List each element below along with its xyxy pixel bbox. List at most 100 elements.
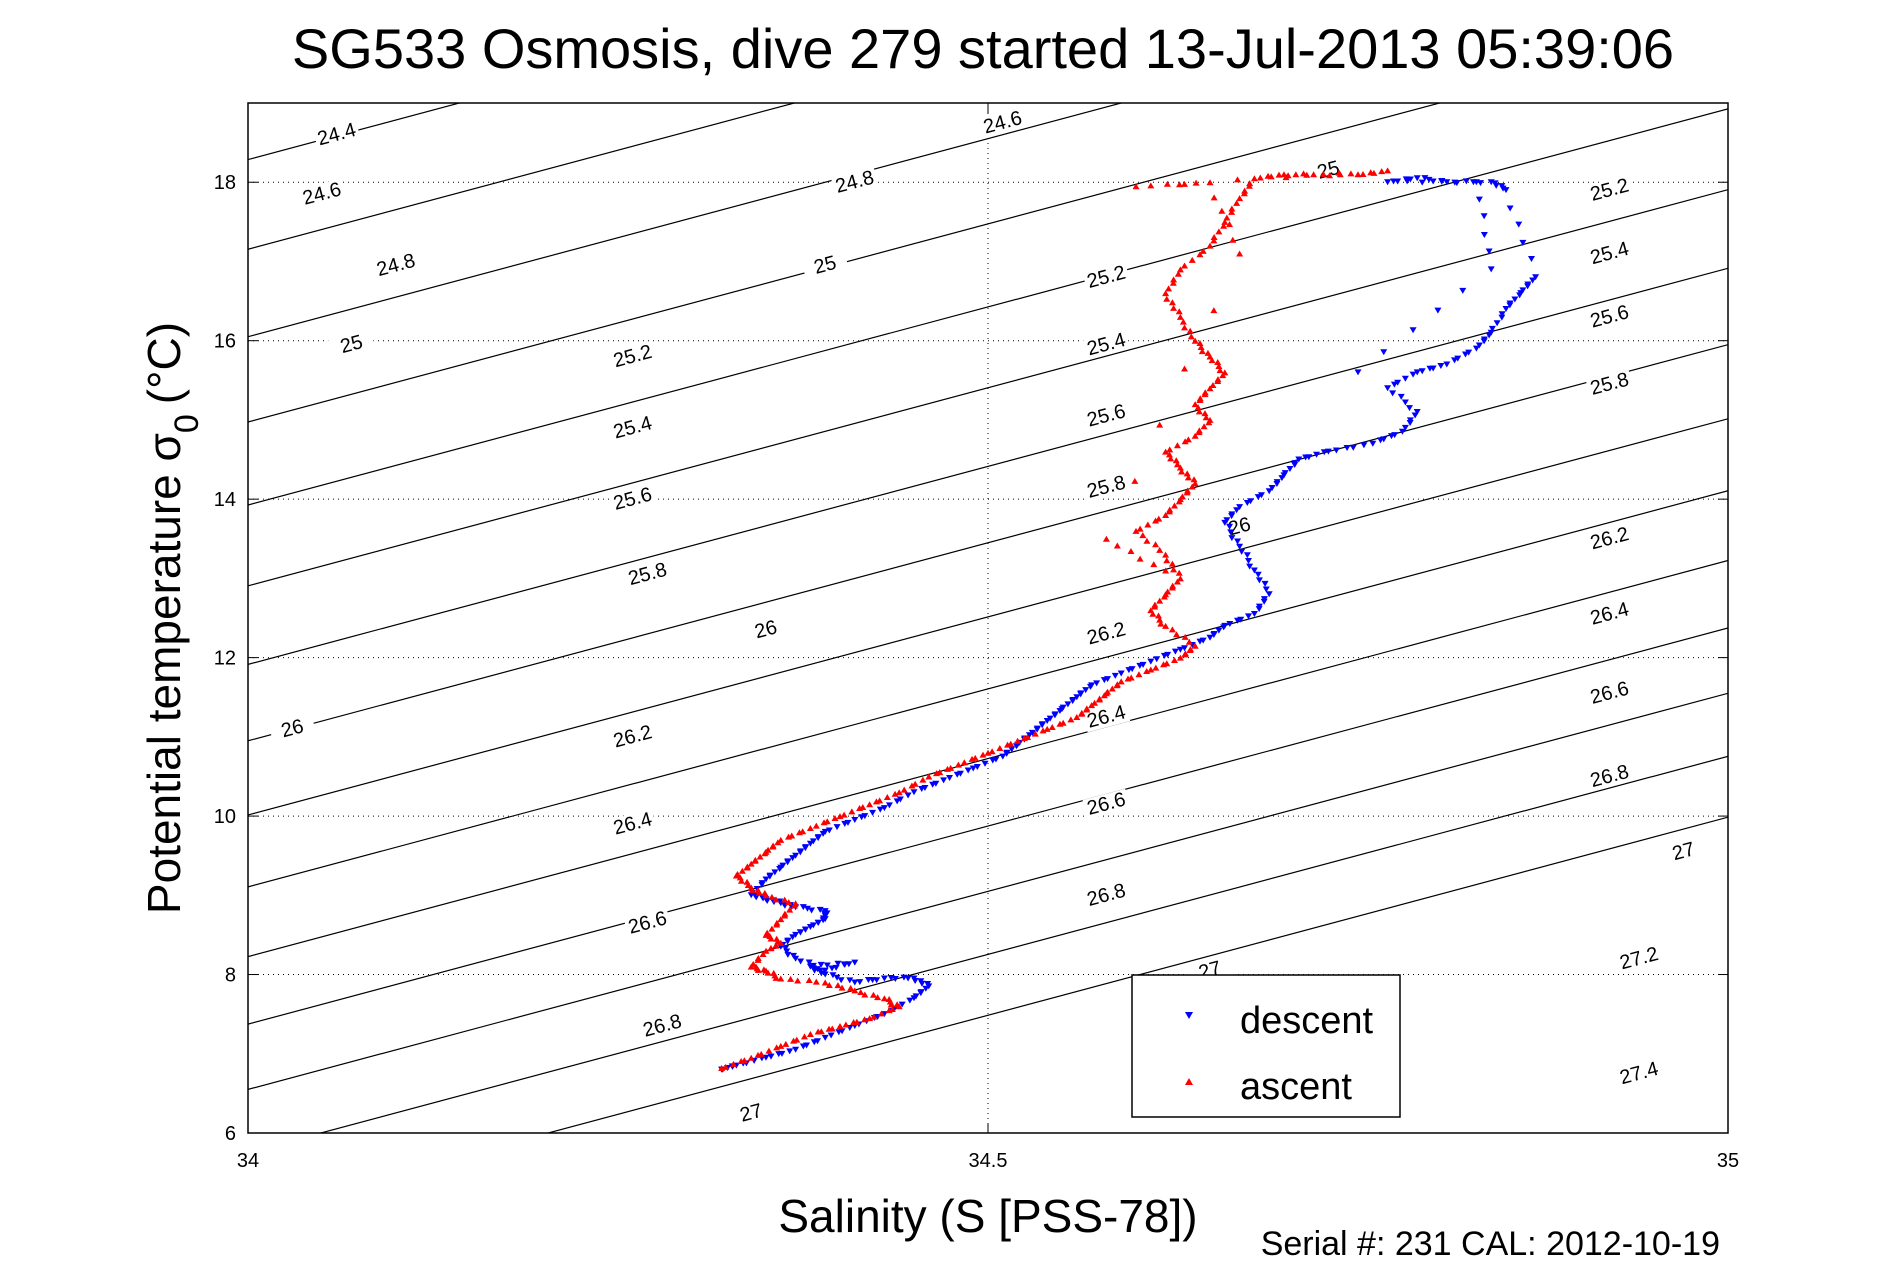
ascent-point-interp [722, 1063, 730, 1070]
ascent-point [851, 987, 859, 994]
ascent-point [954, 761, 962, 768]
ascent-point-interp [1226, 221, 1234, 228]
descent-point-interp [789, 855, 797, 862]
descent-point-interp [1008, 746, 1016, 753]
contour-label-bg [1585, 523, 1634, 555]
ascent-point [866, 801, 874, 808]
descent-point-interp [885, 802, 893, 809]
descent-point-interp [896, 796, 904, 803]
descent-point [1384, 179, 1392, 186]
descent-point-interp [1064, 701, 1072, 708]
ascent-point [747, 1054, 755, 1061]
ascent-point-interp [793, 1036, 801, 1043]
descent-point-interp [1086, 683, 1094, 690]
descent-point-interp [1498, 314, 1506, 321]
y-tick-label: 12 [214, 648, 236, 670]
ascent-point-interp [772, 896, 780, 903]
ascent-point-interp [1164, 588, 1172, 595]
ascent-point-interp [772, 942, 780, 949]
ascent-point [1073, 714, 1081, 721]
ascent-point-interp [831, 815, 839, 822]
contour-label-bg [372, 250, 420, 281]
ascent-point [1191, 480, 1199, 487]
ascent-point-interp [1210, 237, 1218, 244]
ascent-point-interp [1179, 318, 1187, 325]
ascent-point-interp [1195, 427, 1203, 434]
ascent-point-interp [1067, 716, 1075, 723]
descent-point-interp [1164, 651, 1172, 658]
descent-point-interp [956, 770, 964, 777]
descent-point-interp [1257, 492, 1265, 499]
descent-point-interp [1527, 255, 1535, 262]
descent-point [940, 777, 948, 784]
descent-point [1295, 456, 1303, 463]
ascent-point-interp [1184, 436, 1192, 443]
y-tick-label: 16 [214, 331, 236, 353]
descent-point-interp [778, 1050, 786, 1057]
descent-point-interp [1380, 349, 1388, 356]
descent-point [1472, 345, 1480, 352]
ascent-point-interp [1178, 468, 1186, 475]
ascent-point-interp [1151, 601, 1159, 608]
descent-point-interp [924, 980, 932, 987]
ascent-point-interp [1246, 180, 1254, 187]
x-axis-label: Salinity (S [PSS-78]) [778, 1190, 1197, 1242]
ascent-point-interp [805, 976, 813, 983]
isopycnal-26.4 [248, 490, 1728, 888]
ascent-point-interp [738, 867, 746, 874]
ascent-point-interp [1156, 546, 1164, 553]
descent-point-interp [898, 1001, 906, 1008]
ascent-point-interp [883, 794, 891, 801]
ascent-point-interp [1181, 180, 1189, 187]
descent-point-interp [814, 919, 822, 926]
ascent-point-interp [919, 776, 927, 783]
contour-label-bg [1585, 598, 1634, 630]
descent-point-interp [1343, 444, 1351, 451]
descent-point-interp [1254, 571, 1262, 578]
ascent-point-interp [1188, 483, 1196, 490]
ascent-point-interp [891, 790, 899, 797]
ascent-point-interp [1200, 423, 1208, 430]
descent-point-interp [1405, 405, 1413, 412]
descent-point-interp [1181, 645, 1189, 652]
descent-point [1532, 274, 1540, 281]
descent-point-interp [904, 792, 912, 799]
ascent-point-interp [1275, 171, 1283, 178]
data-points [718, 167, 1540, 1073]
ascent-point-interp [773, 1044, 781, 1051]
ascent-point [1176, 654, 1184, 661]
ascent-point-interp [1024, 733, 1032, 740]
descent-point-interp [1111, 672, 1119, 679]
descent-point-interp [1401, 399, 1409, 406]
descent-point-interp [803, 905, 811, 912]
descent-point-interp [784, 858, 792, 865]
ascent-point-interp [1326, 172, 1334, 179]
descent-point-interp [1406, 417, 1414, 424]
ascent-point-interp [1359, 170, 1367, 177]
descent-point-interp [1228, 511, 1236, 518]
legend-label-ascent: ascent [1240, 1066, 1352, 1108]
ascent-point [1014, 737, 1022, 744]
legend-label-descent: descent [1240, 1000, 1374, 1042]
descent-point [1236, 543, 1244, 550]
ascent-point-interp [788, 832, 796, 839]
descent-point [1487, 266, 1495, 273]
contour-label-bg [638, 1010, 687, 1042]
ascent-point-interp [1113, 542, 1121, 549]
ascent-point-interp [1210, 234, 1218, 241]
ascent-point-interp [853, 1018, 861, 1025]
descent-point-interp [1425, 176, 1433, 183]
descent-point-interp [844, 819, 852, 826]
descent-point-interp [1454, 355, 1462, 362]
descent-point-interp [1394, 379, 1402, 386]
descent-point-interp [911, 977, 919, 984]
ascent-point-interp [1196, 395, 1204, 402]
descent-point-interp [1506, 300, 1514, 307]
descent-point-interp [1234, 538, 1242, 545]
descent-point-interp [828, 965, 836, 972]
contour-label-bg [978, 107, 1027, 139]
legend-marker-descent [1185, 1012, 1193, 1019]
descent-point-interp [833, 824, 841, 831]
descent-point-interp [1226, 523, 1234, 530]
descent-point-interp [819, 830, 827, 837]
